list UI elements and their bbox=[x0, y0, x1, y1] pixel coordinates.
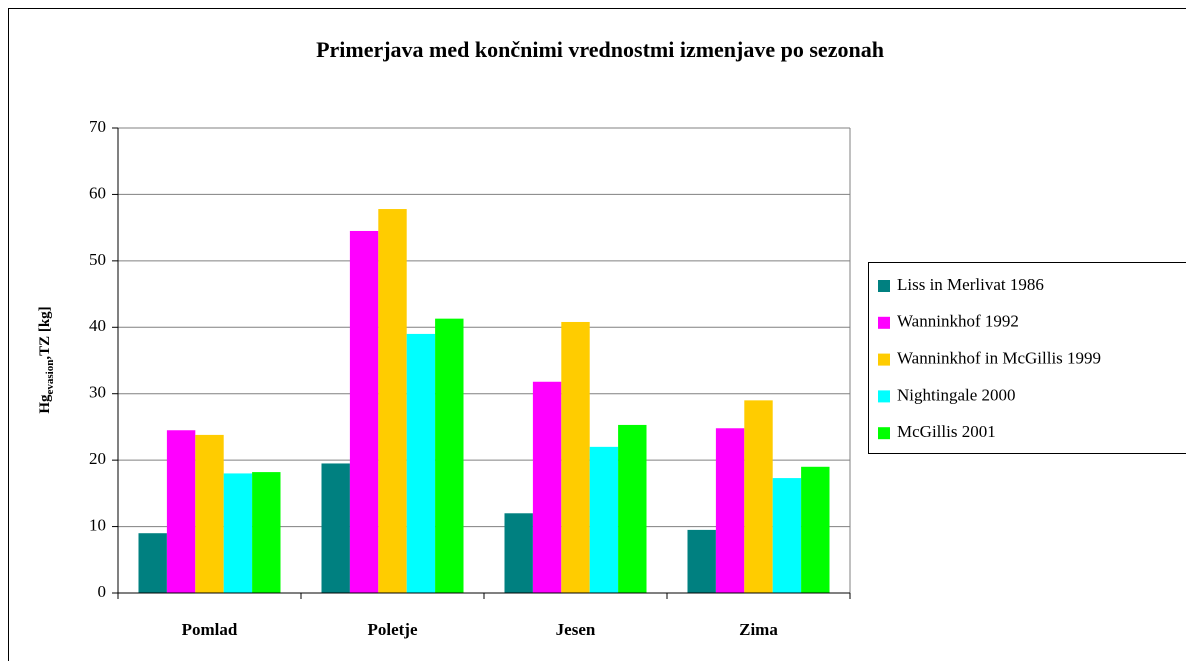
y-label-sub: evasion bbox=[44, 360, 56, 395]
legend-label: Nightingale 2000 bbox=[897, 385, 1016, 404]
y-tick-label: 50 bbox=[89, 250, 106, 269]
bar bbox=[618, 424, 647, 593]
bar bbox=[321, 463, 350, 593]
bar bbox=[223, 473, 253, 593]
bar bbox=[532, 381, 562, 593]
bar bbox=[504, 513, 533, 593]
x-tick-label: Poletje bbox=[367, 620, 417, 639]
legend-swatch bbox=[878, 316, 890, 329]
y-label-rest: ,TZ [kg] bbox=[37, 306, 53, 359]
legend-swatch bbox=[878, 353, 890, 366]
y-tick-label: 10 bbox=[89, 515, 106, 534]
y-tick-label: 20 bbox=[89, 449, 106, 468]
legend-label: McGillis 2001 bbox=[897, 422, 996, 441]
legend-swatch bbox=[878, 280, 890, 292]
y-tick-label: 30 bbox=[89, 383, 106, 402]
y-label-main: Hg bbox=[37, 394, 53, 414]
legend-swatch bbox=[878, 390, 890, 403]
y-tick-label: 70 bbox=[89, 117, 106, 136]
legend-swatch bbox=[878, 427, 890, 440]
bar bbox=[801, 466, 830, 593]
y-axis-label: Hgevasion,TZ [kg] bbox=[37, 306, 55, 413]
x-tick-label: Jesen bbox=[556, 620, 596, 639]
bar bbox=[166, 430, 196, 593]
legend-label: Wanninkhof 1992 bbox=[897, 312, 1019, 331]
x-tick-label: Zima bbox=[739, 620, 778, 639]
legend-box bbox=[868, 262, 1186, 454]
bar bbox=[715, 428, 745, 593]
bar bbox=[744, 400, 773, 593]
bar bbox=[589, 446, 619, 593]
bar bbox=[349, 230, 379, 593]
y-tick-label: 40 bbox=[89, 316, 106, 335]
legend-label: Liss in Merlivat 1986 bbox=[897, 275, 1044, 294]
bar bbox=[252, 472, 281, 593]
y-tick-label: 0 bbox=[98, 582, 107, 601]
bar bbox=[687, 529, 716, 593]
bar bbox=[435, 318, 464, 593]
x-tick-label: Pomlad bbox=[182, 620, 238, 639]
bar bbox=[138, 533, 167, 593]
bar bbox=[772, 478, 802, 593]
chart-title: Primerjava med končnimi vrednostmi izmen… bbox=[316, 37, 884, 62]
bar bbox=[406, 333, 436, 593]
bar bbox=[378, 209, 407, 594]
bar bbox=[561, 321, 590, 593]
legend-label: Wanninkhof in McGillis 1999 bbox=[897, 349, 1101, 368]
y-tick-label: 60 bbox=[89, 183, 106, 202]
bar bbox=[195, 434, 224, 593]
